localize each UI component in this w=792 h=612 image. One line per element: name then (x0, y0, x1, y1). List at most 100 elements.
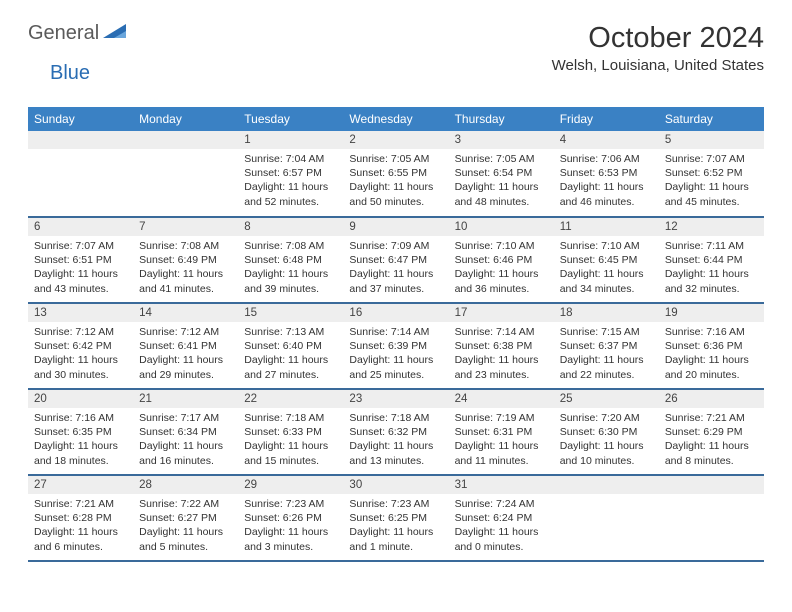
daylight-text-2: and 23 minutes. (455, 368, 548, 382)
day-number: 11 (554, 218, 659, 236)
day-number: 20 (28, 390, 133, 408)
sunset-text: Sunset: 6:51 PM (34, 253, 127, 267)
day-data: Sunrise: 7:18 AMSunset: 6:32 PMDaylight:… (343, 408, 448, 470)
daylight-text-1: Daylight: 11 hours (139, 525, 232, 539)
daylight-text-2: and 46 minutes. (560, 195, 653, 209)
sunset-text: Sunset: 6:53 PM (560, 166, 653, 180)
calendar-cell: 5Sunrise: 7:07 AMSunset: 6:52 PMDaylight… (659, 131, 764, 217)
daylight-text-1: Daylight: 11 hours (560, 439, 653, 453)
sunset-text: Sunset: 6:34 PM (139, 425, 232, 439)
calendar-cell (28, 131, 133, 217)
sunrise-text: Sunrise: 7:12 AM (139, 325, 232, 339)
sunset-text: Sunset: 6:45 PM (560, 253, 653, 267)
logo: General (28, 22, 130, 45)
daylight-text-1: Daylight: 11 hours (455, 525, 548, 539)
sunset-text: Sunset: 6:42 PM (34, 339, 127, 353)
sunset-text: Sunset: 6:46 PM (455, 253, 548, 267)
day-number: 16 (343, 304, 448, 322)
daylight-text-2: and 6 minutes. (34, 540, 127, 554)
daylight-text-1: Daylight: 11 hours (244, 439, 337, 453)
daylight-text-1: Daylight: 11 hours (244, 525, 337, 539)
sunrise-text: Sunrise: 7:18 AM (349, 411, 442, 425)
calendar-week-row: 6Sunrise: 7:07 AMSunset: 6:51 PMDaylight… (28, 217, 764, 303)
sunset-text: Sunset: 6:54 PM (455, 166, 548, 180)
day-number: 10 (449, 218, 554, 236)
day-data: Sunrise: 7:11 AMSunset: 6:44 PMDaylight:… (659, 236, 764, 298)
sunset-text: Sunset: 6:29 PM (665, 425, 758, 439)
day-header: Friday (554, 107, 659, 131)
sunset-text: Sunset: 6:24 PM (455, 511, 548, 525)
day-header: Thursday (449, 107, 554, 131)
day-data: Sunrise: 7:07 AMSunset: 6:51 PMDaylight:… (28, 236, 133, 298)
calendar-cell (133, 131, 238, 217)
daylight-text-2: and 34 minutes. (560, 282, 653, 296)
day-header-row: Sunday Monday Tuesday Wednesday Thursday… (28, 107, 764, 131)
sunrise-text: Sunrise: 7:14 AM (349, 325, 442, 339)
day-number: 4 (554, 131, 659, 149)
calendar-cell: 1Sunrise: 7:04 AMSunset: 6:57 PMDaylight… (238, 131, 343, 217)
sunrise-text: Sunrise: 7:21 AM (665, 411, 758, 425)
day-number: 26 (659, 390, 764, 408)
day-number: 6 (28, 218, 133, 236)
sunset-text: Sunset: 6:25 PM (349, 511, 442, 525)
day-number: 5 (659, 131, 764, 149)
daylight-text-2: and 41 minutes. (139, 282, 232, 296)
calendar-week-row: 27Sunrise: 7:21 AMSunset: 6:28 PMDayligh… (28, 475, 764, 561)
day-data: Sunrise: 7:23 AMSunset: 6:25 PMDaylight:… (343, 494, 448, 556)
day-data: Sunrise: 7:17 AMSunset: 6:34 PMDaylight:… (133, 408, 238, 470)
day-data: Sunrise: 7:22 AMSunset: 6:27 PMDaylight:… (133, 494, 238, 556)
day-number: 3 (449, 131, 554, 149)
day-data: Sunrise: 7:15 AMSunset: 6:37 PMDaylight:… (554, 322, 659, 384)
day-data: Sunrise: 7:18 AMSunset: 6:33 PMDaylight:… (238, 408, 343, 470)
day-number: 12 (659, 218, 764, 236)
daylight-text-1: Daylight: 11 hours (139, 267, 232, 281)
day-data: Sunrise: 7:10 AMSunset: 6:45 PMDaylight:… (554, 236, 659, 298)
calendar-cell: 23Sunrise: 7:18 AMSunset: 6:32 PMDayligh… (343, 389, 448, 475)
day-number: 30 (343, 476, 448, 494)
sunrise-text: Sunrise: 7:06 AM (560, 152, 653, 166)
sunrise-text: Sunrise: 7:22 AM (139, 497, 232, 511)
daylight-text-1: Daylight: 11 hours (349, 180, 442, 194)
sunrise-text: Sunrise: 7:17 AM (139, 411, 232, 425)
sunset-text: Sunset: 6:57 PM (244, 166, 337, 180)
day-header: Tuesday (238, 107, 343, 131)
daylight-text-2: and 3 minutes. (244, 540, 337, 554)
calendar-cell: 7Sunrise: 7:08 AMSunset: 6:49 PMDaylight… (133, 217, 238, 303)
sunset-text: Sunset: 6:49 PM (139, 253, 232, 267)
sunrise-text: Sunrise: 7:07 AM (34, 239, 127, 253)
sunset-text: Sunset: 6:36 PM (665, 339, 758, 353)
daylight-text-1: Daylight: 11 hours (665, 439, 758, 453)
calendar-cell: 28Sunrise: 7:22 AMSunset: 6:27 PMDayligh… (133, 475, 238, 561)
daylight-text-2: and 22 minutes. (560, 368, 653, 382)
calendar-cell: 31Sunrise: 7:24 AMSunset: 6:24 PMDayligh… (449, 475, 554, 561)
day-data: Sunrise: 7:06 AMSunset: 6:53 PMDaylight:… (554, 149, 659, 211)
sunset-text: Sunset: 6:30 PM (560, 425, 653, 439)
day-data: Sunrise: 7:14 AMSunset: 6:39 PMDaylight:… (343, 322, 448, 384)
daylight-text-1: Daylight: 11 hours (34, 525, 127, 539)
day-number: 21 (133, 390, 238, 408)
day-data: Sunrise: 7:14 AMSunset: 6:38 PMDaylight:… (449, 322, 554, 384)
sunrise-text: Sunrise: 7:12 AM (34, 325, 127, 339)
daylight-text-1: Daylight: 11 hours (455, 180, 548, 194)
day-number: 23 (343, 390, 448, 408)
day-number: 1 (238, 131, 343, 149)
sunrise-text: Sunrise: 7:21 AM (34, 497, 127, 511)
daylight-text-1: Daylight: 11 hours (560, 267, 653, 281)
calendar-cell: 9Sunrise: 7:09 AMSunset: 6:47 PMDaylight… (343, 217, 448, 303)
daylight-text-2: and 30 minutes. (34, 368, 127, 382)
logo-triangle-icon (102, 22, 128, 45)
day-data: Sunrise: 7:12 AMSunset: 6:42 PMDaylight:… (28, 322, 133, 384)
daylight-text-1: Daylight: 11 hours (560, 180, 653, 194)
page: General October 2024 Welsh, Louisiana, U… (0, 0, 792, 572)
day-header: Monday (133, 107, 238, 131)
day-number: 7 (133, 218, 238, 236)
day-data: Sunrise: 7:20 AMSunset: 6:30 PMDaylight:… (554, 408, 659, 470)
daylight-text-1: Daylight: 11 hours (665, 180, 758, 194)
daylight-text-2: and 39 minutes. (244, 282, 337, 296)
sunrise-text: Sunrise: 7:13 AM (244, 325, 337, 339)
daylight-text-1: Daylight: 11 hours (349, 439, 442, 453)
calendar-body: 1Sunrise: 7:04 AMSunset: 6:57 PMDaylight… (28, 131, 764, 561)
daylight-text-1: Daylight: 11 hours (139, 439, 232, 453)
day-number: 28 (133, 476, 238, 494)
calendar-cell: 20Sunrise: 7:16 AMSunset: 6:35 PMDayligh… (28, 389, 133, 475)
